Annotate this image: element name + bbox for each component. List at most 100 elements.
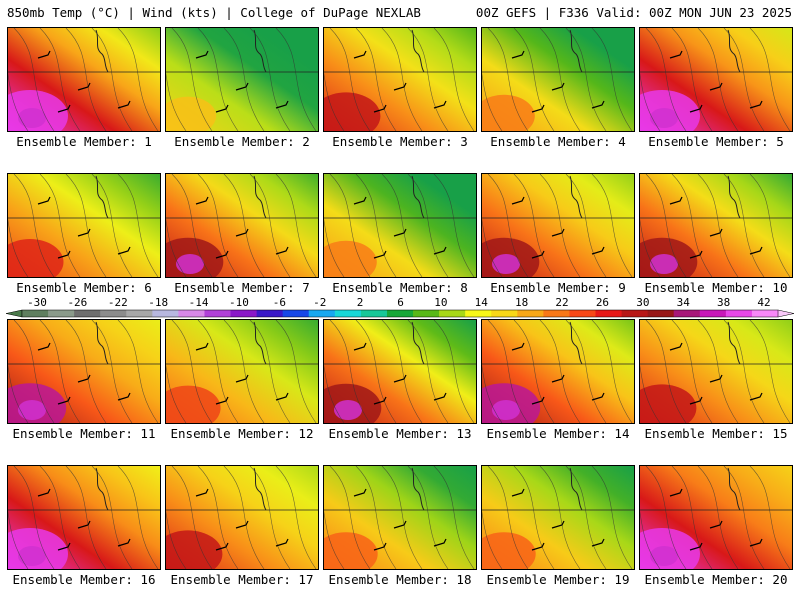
ensemble-member-label: Ensemble Member: 12 [170, 426, 314, 441]
wind-barb [591, 538, 605, 547]
wind-barb [117, 100, 131, 109]
temperature-field [640, 174, 792, 277]
colorbar-swatch [152, 310, 179, 317]
ensemble-map-panel [639, 465, 793, 570]
warm-core [166, 96, 217, 131]
height-contour [433, 28, 475, 131]
colorbar-swatch [439, 310, 466, 317]
height-contour [381, 466, 423, 569]
hot-core [650, 108, 678, 128]
ensemble-member-label: Ensemble Member: 6 [16, 280, 152, 295]
height-contour [591, 28, 633, 131]
height-contour [697, 466, 739, 569]
height-contour [117, 174, 159, 277]
ensemble-map-panel [639, 173, 793, 278]
colorbar-swatch [386, 310, 414, 317]
height-contour [249, 320, 291, 423]
height-contour [565, 174, 607, 277]
wind-barb [511, 488, 525, 497]
height-contour [749, 174, 791, 277]
wind-barb [235, 228, 249, 237]
temperature-field [482, 174, 634, 277]
height-contour [249, 174, 291, 277]
wind-barb [57, 396, 71, 405]
height-contour [749, 466, 791, 569]
height-contour [697, 174, 739, 277]
coastline [411, 467, 425, 511]
wind-barb [551, 228, 565, 237]
height-contour [324, 72, 345, 131]
height-contour [223, 320, 265, 423]
wind-barb [353, 342, 367, 351]
temperature-field [482, 320, 634, 423]
height-contour [65, 466, 107, 569]
height-contour [645, 466, 687, 569]
height-contour [117, 28, 159, 131]
wind-barb [77, 228, 91, 237]
coastline [253, 29, 267, 73]
height-contour [39, 174, 81, 277]
colorbar-swatch [22, 310, 49, 317]
wind-barb [433, 538, 447, 547]
wind-barb [393, 374, 407, 383]
height-contour [697, 320, 739, 423]
wind-barb [215, 250, 229, 259]
colorbar-tick-label: -18 [148, 296, 168, 309]
height-contour [117, 320, 159, 423]
hot-core [18, 400, 46, 420]
colorbar-swatch [699, 310, 727, 317]
coastline [411, 175, 425, 219]
height-contour [166, 72, 187, 131]
height-contour [539, 466, 581, 569]
colorbar-swatch [126, 310, 153, 317]
height-contour [539, 28, 581, 131]
ensemble-member-label: Ensemble Member: 3 [332, 134, 468, 149]
warm-core [166, 385, 221, 423]
ensemble-map-panel [481, 27, 635, 132]
height-contour [166, 218, 187, 277]
wind-barb [373, 250, 387, 259]
height-contour [565, 28, 607, 131]
wind-barb [511, 342, 525, 351]
ensemble-map-panel [639, 27, 793, 132]
colorbar-swatch [178, 310, 205, 317]
height-contour [671, 174, 713, 277]
height-contour [65, 174, 107, 277]
colorbar-tick-label: -30 [27, 296, 47, 309]
height-contour [39, 466, 81, 569]
wind-barb [591, 246, 605, 255]
ensemble-map-panel [323, 173, 477, 278]
ensemble-map-panel [165, 319, 319, 424]
header-right-title: 00Z GEFS | F336 Valid: 00Z MON JUN 23 20… [475, 5, 792, 20]
height-contour [8, 218, 29, 277]
height-contour [433, 174, 475, 277]
warm-core [324, 240, 377, 277]
height-contour [671, 320, 713, 423]
colorbar-swatch [334, 310, 362, 317]
height-contour [324, 364, 345, 423]
height-contour [197, 28, 239, 131]
colorbar-tick-label: 22 [555, 296, 568, 309]
coastline [727, 467, 741, 511]
coastline [569, 467, 583, 511]
ensemble-map-panel [639, 319, 793, 424]
wind-barb [531, 396, 545, 405]
wind-barb [669, 342, 683, 351]
colorbar-swatch [647, 310, 675, 317]
ensemble-member-label: Ensemble Member: 5 [648, 134, 784, 149]
coastline [95, 467, 109, 511]
height-contour [407, 466, 449, 569]
height-contour [91, 320, 133, 423]
temperature-field [640, 28, 792, 131]
height-contour [407, 320, 449, 423]
height-contour [355, 28, 397, 131]
colorbar-swatch [621, 310, 649, 317]
coastline [411, 321, 425, 365]
hot-core [18, 108, 46, 128]
colorbar-swatch [673, 310, 701, 317]
height-contour [591, 466, 633, 569]
wind-barb [373, 104, 387, 113]
hot-core [176, 254, 204, 274]
hot-core [492, 400, 520, 420]
wind-barb [669, 50, 683, 59]
